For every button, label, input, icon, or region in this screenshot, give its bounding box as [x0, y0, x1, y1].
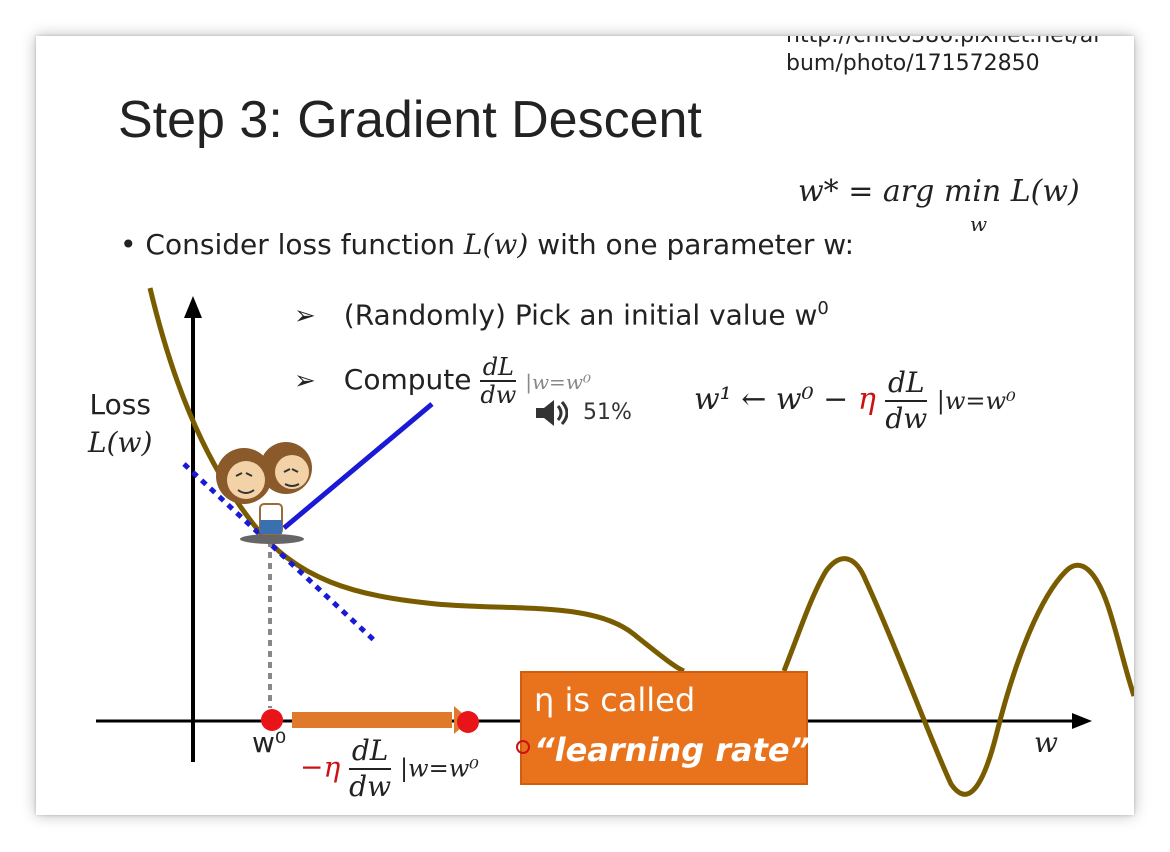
callout-line2: “learning rate” — [534, 731, 811, 769]
slide-frame: http://chico386.pixnet.net/al bum/photo/… — [36, 36, 1134, 815]
step-arrow-body — [292, 712, 452, 728]
argmin-subscript: w — [970, 212, 988, 236]
next-point — [457, 711, 479, 733]
initial-point — [261, 709, 283, 731]
speaker-icon[interactable] — [534, 398, 569, 428]
source-url: http://chico386.pixnet.net/al bum/photo/… — [786, 36, 1099, 76]
w0-label: w⁰ — [252, 726, 287, 759]
y-axis-arrowhead — [184, 296, 202, 318]
sub-item-superscript: 0 — [817, 298, 829, 319]
volume-overlay[interactable]: 51% — [534, 398, 632, 428]
compute-evaluated-at: |w=w⁰ — [525, 370, 591, 394]
argmin-formula: w* = arg min L(w) w — [798, 174, 1080, 236]
gradient-line — [282, 402, 434, 530]
update-lhs: w¹ ← w⁰ − — [694, 382, 858, 417]
sub-item-text: Compute — [343, 363, 481, 396]
learning-rate-callout: η is called “learning rate” — [520, 671, 811, 785]
sub-item-text: (Randomly) Pick an initial value w — [343, 298, 818, 332]
compute-fraction: dL dw — [480, 353, 517, 409]
bullet-math: L(w) — [463, 228, 529, 261]
y-axis-label-lw: L(w) — [88, 426, 153, 459]
sub-item-compute: ➢ Compute dL dw |w=w⁰ — [294, 354, 591, 408]
step-neg-eta: −η — [300, 750, 341, 784]
sub-item-marker: ➢ — [294, 301, 316, 332]
cursor-pointer-icon — [516, 740, 530, 754]
step-evaluated-at: |w=w⁰ — [399, 754, 479, 783]
bullet-text-after: with one parameter w: — [528, 228, 855, 261]
step-expression: −η dL dw |w=w⁰ — [300, 734, 479, 804]
slide-title: Step 3: Gradient Descent — [118, 91, 702, 149]
sub-item-pick-initial: ➢ (Randomly) Pick an initial value w0 — [294, 298, 829, 331]
update-eta: η — [857, 382, 876, 417]
update-fraction: dL dw — [885, 366, 928, 435]
y-axis-label-loss: Loss — [89, 388, 151, 421]
update-evaluated-at: |w=w⁰ — [936, 387, 1016, 415]
loss-curve — [147, 287, 1134, 797]
y-axis-label: Loss L(w) — [88, 386, 152, 462]
argmin-main: w* = arg min L(w) — [798, 174, 1080, 209]
update-rule: w¹ ← w⁰ − η dL dw |w=w⁰ — [694, 366, 1016, 436]
callout-line1: η is called — [534, 681, 696, 719]
x-axis-label: w — [1034, 726, 1058, 759]
bullet-consider-loss: • Consider loss function L(w) with one p… — [120, 228, 854, 261]
volume-percent: 51% — [583, 400, 632, 425]
bullet-marker: • — [120, 228, 137, 261]
monkey-icon — [216, 442, 312, 544]
step-fraction: dL dw — [349, 734, 392, 803]
sub-item-marker: ➢ — [294, 366, 316, 396]
loss-plot — [96, 287, 1134, 797]
x-axis-arrowhead — [1072, 713, 1092, 729]
tangent-dotted — [182, 462, 378, 644]
bullet-text-before: Consider loss function — [145, 228, 464, 261]
